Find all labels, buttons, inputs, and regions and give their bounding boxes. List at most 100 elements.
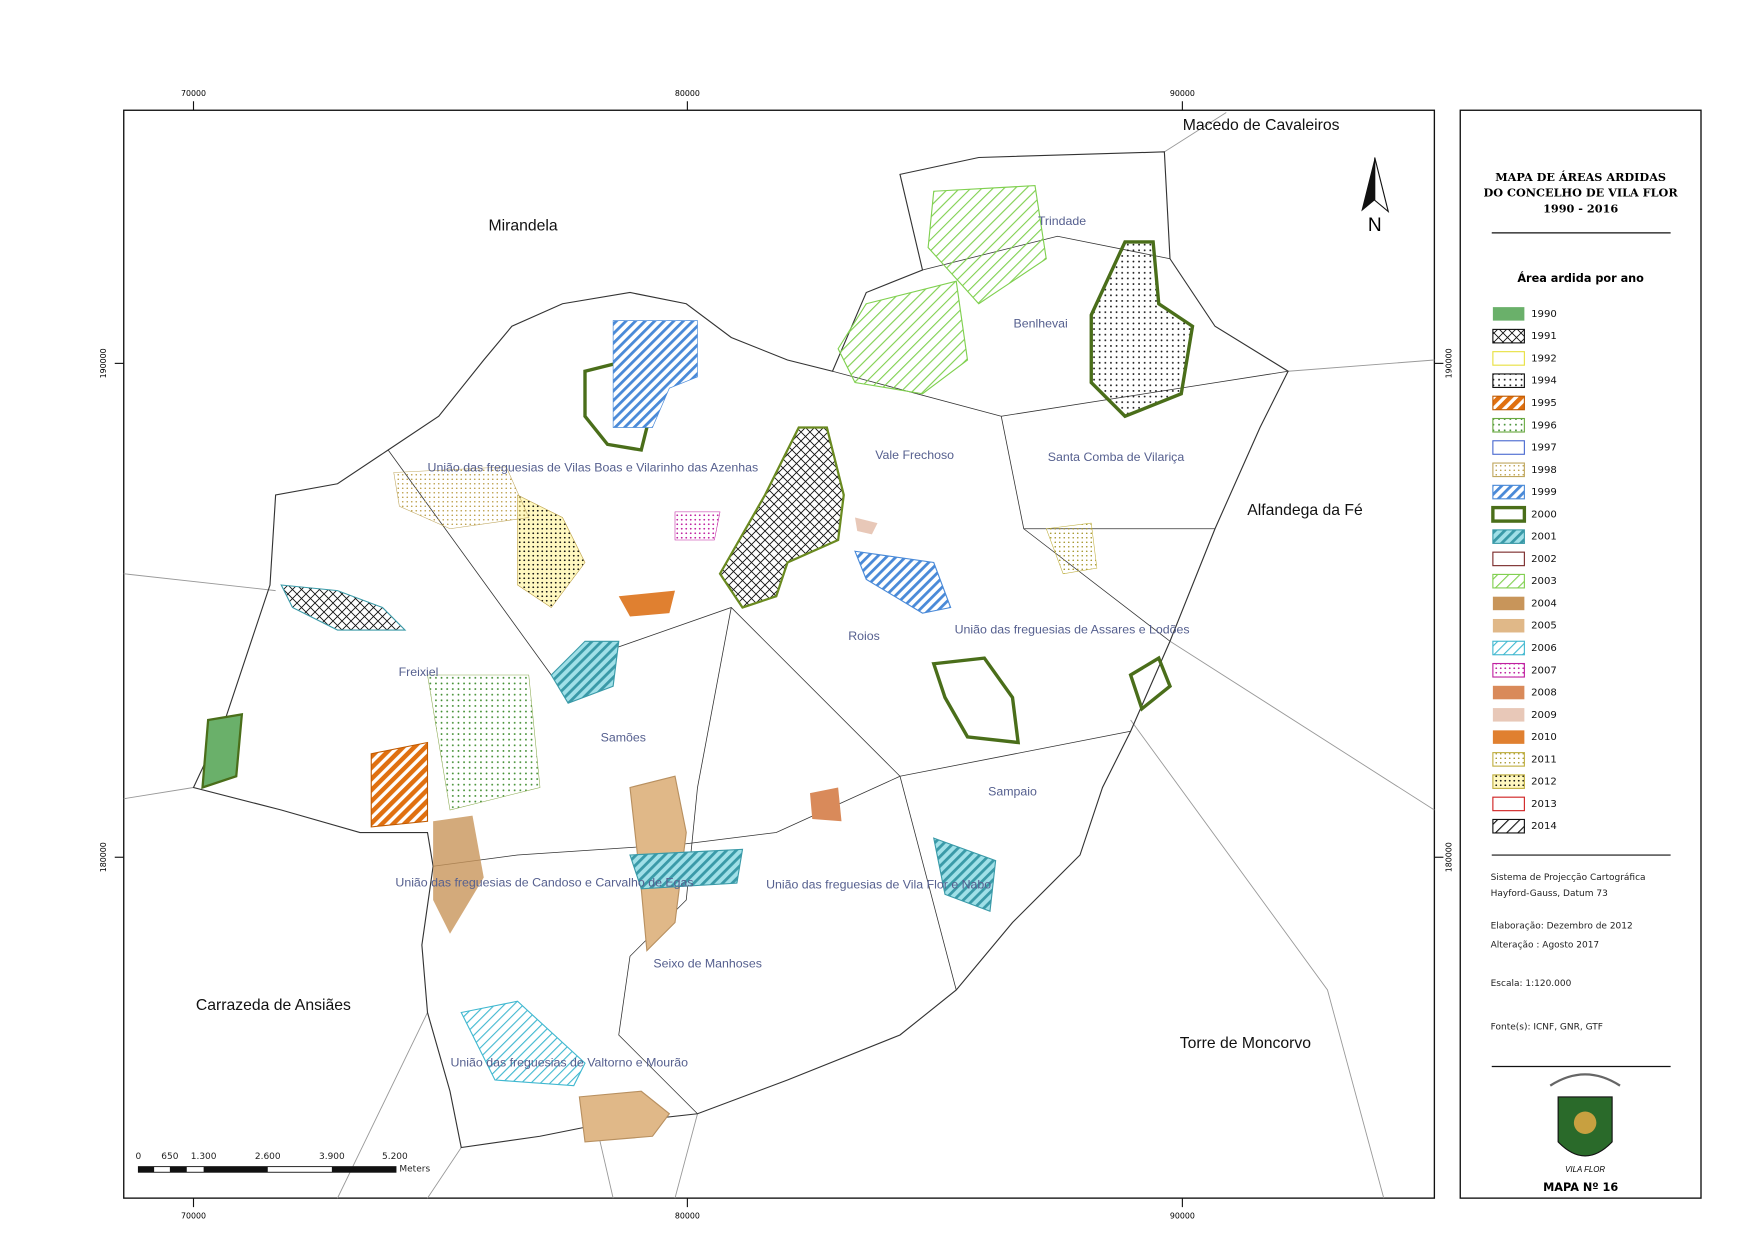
legend-item: 2003	[1531, 576, 1557, 587]
legend-item: 2011	[1531, 754, 1557, 765]
scale-bar	[137, 1166, 397, 1173]
legend-item: 1992	[1531, 353, 1557, 364]
neighbor-label: Mirandela	[489, 217, 558, 234]
legend-subtitle: Área ardida por ano	[1517, 272, 1644, 285]
legend-item: 2013	[1531, 799, 1557, 810]
legend-swatch	[1492, 730, 1525, 744]
legend-title: 1990 - 2016	[1543, 201, 1618, 215]
coord-label: 180000	[1445, 842, 1454, 872]
parish-label: Benlhevai	[1013, 316, 1067, 330]
legend-item: 1991	[1531, 331, 1557, 342]
legend-item: 2009	[1531, 710, 1557, 721]
legend-swatch	[1492, 395, 1525, 411]
legend-note: Sistema de Projecção Cartográfica	[1491, 873, 1646, 883]
emblem-label: VILA FLOR	[1565, 1165, 1605, 1174]
legend-item: 2008	[1531, 688, 1557, 699]
coord-label: 190000	[99, 348, 108, 378]
legend-swatch	[1492, 440, 1525, 455]
legend-title: DO CONCELHO DE VILA FLOR	[1484, 186, 1679, 200]
map-features	[123, 112, 1435, 1199]
parish-label: Vale Frechoso	[875, 448, 954, 462]
legend-swatch	[1492, 618, 1525, 633]
coord-label: 70000	[181, 89, 206, 98]
coord-label: 80000	[675, 1212, 700, 1221]
legend-item: 2002	[1531, 554, 1557, 565]
legend-item: 1994	[1531, 376, 1557, 387]
legend-note: Hayford-Gauss, Datum 73	[1491, 889, 1608, 899]
legend-note: Elaboração: Dezembro de 2012	[1491, 921, 1633, 931]
parish-label: União das freguesias de Vila Flor e Nabo	[766, 878, 991, 892]
legend-item: 1996	[1531, 420, 1557, 431]
parish-label: Sampaio	[988, 784, 1037, 798]
scale-label: 0	[136, 1152, 142, 1162]
parish-label: Freixiel	[399, 665, 439, 679]
legend-swatch	[1492, 573, 1525, 589]
legend-swatch	[1492, 796, 1525, 812]
legend-item: 2004	[1531, 598, 1557, 609]
scale-label: 650	[161, 1152, 178, 1162]
scale-label: 1.300	[191, 1152, 217, 1162]
parish-label: União das freguesias de Valtorno e Mourã…	[451, 1055, 689, 1069]
north-label: N	[1368, 215, 1382, 236]
map-frame	[123, 109, 1436, 1199]
scale-label: 3.900	[319, 1152, 345, 1162]
parish-label: Roios	[848, 629, 880, 643]
legend-swatch	[1492, 328, 1525, 344]
legend-swatch	[1492, 662, 1525, 678]
legend-note: Alteração : Agosto 2017	[1491, 941, 1600, 951]
legend-note: Fonte(s): ICNF, GNR, GTF	[1491, 1023, 1603, 1033]
legend-swatch	[1492, 373, 1525, 389]
coord-label: 90000	[1170, 89, 1195, 98]
legend-swatch	[1492, 640, 1525, 656]
parish-label: Seixo de Manhoses	[653, 956, 762, 970]
legend-title: MAPA DE ÁREAS ARDIDAS	[1495, 170, 1666, 184]
parish-label: Trindade	[1038, 214, 1086, 228]
legend-item: 2010	[1531, 732, 1557, 743]
coord-label: 70000	[181, 1212, 206, 1221]
legend-item: 1995	[1531, 398, 1557, 409]
legend-item: 2014	[1531, 821, 1557, 832]
parish-label: Samões	[601, 730, 646, 744]
legend-swatch	[1492, 417, 1525, 433]
legend-swatch	[1492, 752, 1525, 767]
legend-item: 2001	[1531, 532, 1557, 543]
parish-label: União das freguesias de Vilas Boas e Vil…	[428, 460, 759, 474]
legend-item: 1999	[1531, 487, 1557, 498]
map-number: MAPA Nº 16	[1543, 1181, 1618, 1194]
legend-item: 2007	[1531, 665, 1557, 676]
parish-label: União das freguesias de Assares e Lodões	[955, 622, 1190, 636]
neighbor-label: Torre de Moncorvo	[1180, 1035, 1312, 1052]
legend-swatch	[1491, 505, 1527, 523]
legend-swatch	[1492, 529, 1525, 544]
coord-label: 80000	[675, 89, 700, 98]
legend-item: 2006	[1531, 643, 1557, 654]
legend-swatch	[1492, 685, 1525, 700]
legend-swatch	[1492, 708, 1525, 722]
parish-label: União das freguesias de Candoso e Carval…	[395, 875, 693, 889]
legend-swatch	[1492, 462, 1525, 478]
coord-label: 90000	[1170, 1212, 1195, 1221]
legend-item: 2005	[1531, 621, 1557, 632]
legend-swatch	[1492, 351, 1525, 366]
legend-swatch	[1492, 596, 1525, 611]
scale-label: 2.600	[255, 1152, 281, 1162]
legend-swatch	[1492, 307, 1525, 321]
emblem: VILA FLOR	[1549, 1073, 1621, 1174]
north-arrow: N	[1361, 157, 1390, 236]
parish-label: Santa Comba de Vilariça	[1048, 450, 1185, 464]
legend-swatch	[1492, 551, 1525, 567]
coord-label: 190000	[1445, 348, 1454, 378]
legend-swatch	[1492, 818, 1525, 834]
legend-swatch	[1492, 774, 1525, 789]
layout: N VILA FLOR MAPA Nº 16 Área ardida por a…	[99, 89, 1702, 1221]
legend-item: 1998	[1531, 465, 1557, 476]
legend-swatch	[1492, 484, 1525, 500]
scale-unit: Meters	[399, 1164, 430, 1174]
neighbor-label: Carrazeda de Ansiães	[196, 997, 351, 1014]
legend-item: 2000	[1531, 509, 1557, 520]
neighbor-label: Alfandega da Fé	[1247, 502, 1363, 519]
legend-item: 2012	[1531, 777, 1557, 788]
scale-label: 5.200	[382, 1152, 408, 1162]
legend-item: 1990	[1531, 309, 1557, 320]
